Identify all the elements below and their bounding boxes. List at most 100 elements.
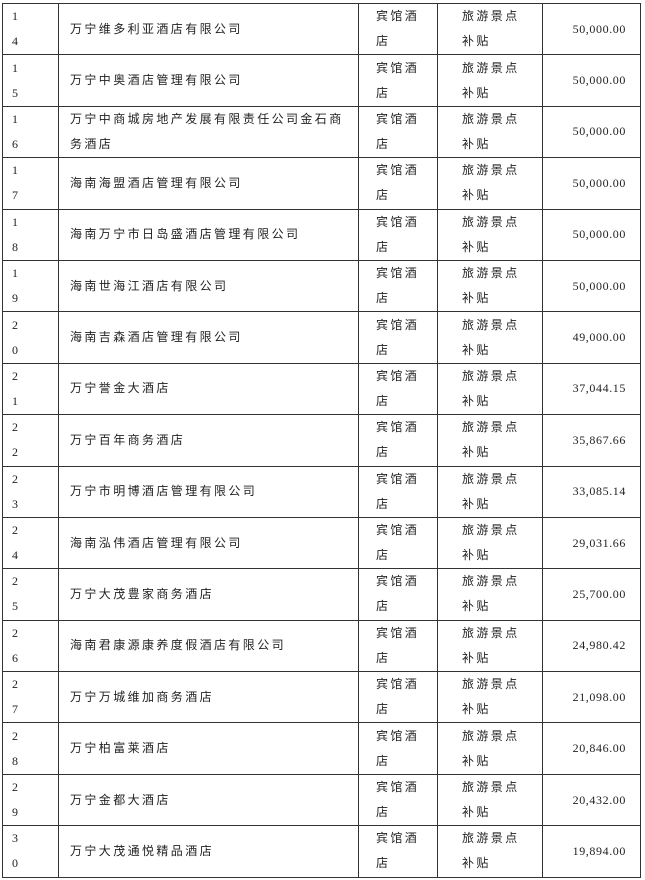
table-cell: 20 <box>2 311 59 364</box>
table-cell: 30 <box>2 825 59 878</box>
amount: 20,432.00 <box>542 773 641 827</box>
subsidy-type: 旅游景点补贴 <box>462 368 520 408</box>
category: 宾馆酒店 <box>376 677 420 717</box>
table-row: 19 海南世海江酒店有限公司 宾馆酒店 旅游景点补贴 50,000.00 <box>2 259 641 313</box>
company-name: 万宁中商城房地产发展有限责任公司金石商务酒店 <box>70 111 344 151</box>
table-cell: 23 <box>2 465 59 518</box>
table-cell: 17 <box>2 157 59 210</box>
table-row: 26 海南君康源康养度假酒店有限公司 宾馆酒店 旅游景点补贴 24,980.42 <box>2 619 641 673</box>
table-cell: 海南君康源康养度假酒店有限公司 <box>58 619 359 673</box>
table-cell: 28 <box>2 722 59 775</box>
subsidy-type: 旅游景点补贴 <box>462 317 520 357</box>
category: 宾馆酒店 <box>376 523 420 563</box>
table-cell: 海南泓伟酒店管理有限公司 <box>58 516 359 570</box>
table-cell: 旅游景点补贴 <box>437 208 543 261</box>
table-cell: 26 <box>2 619 59 673</box>
subsidy-type: 旅游景点补贴 <box>462 471 520 511</box>
row-number: 28 <box>12 728 21 768</box>
amount: 50,000.00 <box>542 208 641 261</box>
table-cell: 宾馆酒店 <box>358 157 438 210</box>
table-row: 30 万宁大茂通悦精品酒店 宾馆酒店 旅游景点补贴 19,894.00 <box>2 825 641 878</box>
row-number: 24 <box>12 523 21 563</box>
table-cell: 万宁大茂豊家商务酒店 <box>58 568 359 621</box>
category: 宾馆酒店 <box>376 163 420 203</box>
row-number: 22 <box>12 420 21 460</box>
subsidy-type: 旅游景点补贴 <box>462 574 520 614</box>
row-number: 16 <box>12 111 21 151</box>
table-cell: 27 <box>2 671 59 724</box>
subsidy-type: 旅游景点补贴 <box>462 625 520 665</box>
table-row: 18 海南万宁市日岛盛酒店管理有限公司 宾馆酒店 旅游景点补贴 50,000.00 <box>2 208 641 261</box>
table-cell: 万宁百年商务酒店 <box>58 414 359 467</box>
amount: 19,894.00 <box>542 825 641 878</box>
table-cell: 宾馆酒店 <box>358 465 438 518</box>
company-name: 万宁柏富莱酒店 <box>70 741 171 756</box>
table-cell: 旅游景点补贴 <box>437 2 543 56</box>
amount: 25,700.00 <box>542 568 641 621</box>
category: 宾馆酒店 <box>376 780 420 820</box>
row-number: 29 <box>12 780 21 820</box>
subsidy-type: 旅游景点补贴 <box>462 780 520 820</box>
table-cell: 19 <box>2 259 59 313</box>
table-cell: 宾馆酒店 <box>358 825 438 878</box>
table-cell: 宾馆酒店 <box>358 722 438 775</box>
company-name: 万宁大茂豊家商务酒店 <box>70 586 215 601</box>
category: 宾馆酒店 <box>376 368 420 408</box>
row-number: 23 <box>12 471 21 511</box>
company-name: 万宁市明博酒店管理有限公司 <box>70 484 258 499</box>
table-row: 23 万宁市明博酒店管理有限公司 宾馆酒店 旅游景点补贴 33,085.14 <box>2 465 641 518</box>
table-cell: 宾馆酒店 <box>358 208 438 261</box>
table-row: 14 万宁维多利亚酒店有限公司 宾馆酒店 旅游景点补贴 50,000.00 <box>2 2 641 56</box>
category: 宾馆酒店 <box>376 266 420 306</box>
row-number: 27 <box>12 677 21 717</box>
category: 宾馆酒店 <box>376 728 420 768</box>
category: 宾馆酒店 <box>376 60 420 100</box>
row-number: 18 <box>12 214 21 254</box>
table-cell: 旅游景点补贴 <box>437 722 543 775</box>
table-cell: 宾馆酒店 <box>358 2 438 56</box>
table-cell: 旅游景点补贴 <box>437 157 543 210</box>
amount: 50,000.00 <box>542 105 641 159</box>
table-cell: 旅游景点补贴 <box>437 311 543 364</box>
table-cell: 海南吉森酒店管理有限公司 <box>58 311 359 364</box>
amount: 50,000.00 <box>542 157 641 210</box>
category: 宾馆酒店 <box>376 214 420 254</box>
table-cell: 万宁万城维加商务酒店 <box>58 671 359 724</box>
table-row: 29 万宁金都大酒店 宾馆酒店 旅游景点补贴 20,432.00 <box>2 773 641 827</box>
table-cell: 旅游景点补贴 <box>437 259 543 313</box>
company-name: 万宁誉金大酒店 <box>70 381 171 396</box>
table-cell: 旅游景点补贴 <box>437 54 543 107</box>
row-number: 21 <box>12 368 21 408</box>
subsidy-type: 旅游景点补贴 <box>462 9 520 49</box>
table-cell: 旅游景点补贴 <box>437 825 543 878</box>
row-number: 26 <box>12 625 21 665</box>
table-cell: 25 <box>2 568 59 621</box>
company-name: 万宁万城维加商务酒店 <box>70 689 215 704</box>
row-number: 20 <box>12 317 21 357</box>
table-cell: 海南万宁市日岛盛酒店管理有限公司 <box>58 208 359 261</box>
table-row: 25 万宁大茂豊家商务酒店 宾馆酒店 旅游景点补贴 25,700.00 <box>2 568 641 621</box>
amount: 50,000.00 <box>542 54 641 107</box>
table-cell: 旅游景点补贴 <box>437 414 543 467</box>
company-name: 万宁百年商务酒店 <box>70 432 186 447</box>
table-cell: 旅游景点补贴 <box>437 568 543 621</box>
row-number: 19 <box>12 266 21 306</box>
table-row: 16 万宁中商城房地产发展有限责任公司金石商务酒店 宾馆酒店 旅游景点补贴 50,000… <box>2 105 641 159</box>
company-name: 海南海盟酒店管理有限公司 <box>70 175 243 190</box>
table-cell: 旅游景点补贴 <box>437 465 543 518</box>
table-cell: 宾馆酒店 <box>358 619 438 673</box>
subsidy-type: 旅游景点补贴 <box>462 728 520 768</box>
subsidy-type: 旅游景点补贴 <box>462 266 520 306</box>
company-name: 海南万宁市日岛盛酒店管理有限公司 <box>70 227 301 242</box>
amount: 50,000.00 <box>542 2 641 56</box>
table-cell: 宾馆酒店 <box>358 311 438 364</box>
company-name: 海南世海江酒店有限公司 <box>70 278 229 293</box>
table-cell: 29 <box>2 773 59 827</box>
table-row: 22 万宁百年商务酒店 宾馆酒店 旅游景点补贴 35,867.66 <box>2 414 641 467</box>
subsidy-type: 旅游景点补贴 <box>462 163 520 203</box>
subsidy-type: 旅游景点补贴 <box>462 111 520 151</box>
amount: 35,867.66 <box>542 414 641 467</box>
table-cell: 海南世海江酒店有限公司 <box>58 259 359 313</box>
